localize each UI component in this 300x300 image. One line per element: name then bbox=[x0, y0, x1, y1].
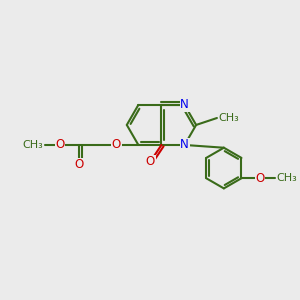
Text: O: O bbox=[55, 139, 64, 152]
Text: O: O bbox=[146, 155, 155, 168]
Text: CH₃: CH₃ bbox=[218, 113, 239, 123]
Text: CH₃: CH₃ bbox=[276, 173, 297, 183]
Text: N: N bbox=[180, 98, 189, 111]
Text: O: O bbox=[112, 139, 121, 152]
Text: O: O bbox=[255, 172, 264, 185]
Text: O: O bbox=[75, 158, 84, 171]
Text: N: N bbox=[180, 139, 189, 152]
Text: CH₃: CH₃ bbox=[22, 140, 44, 150]
